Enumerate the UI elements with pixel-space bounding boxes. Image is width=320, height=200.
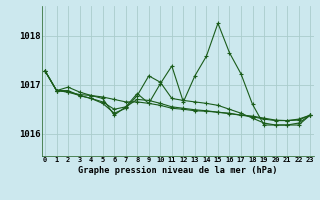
X-axis label: Graphe pression niveau de la mer (hPa): Graphe pression niveau de la mer (hPa) (78, 166, 277, 175)
